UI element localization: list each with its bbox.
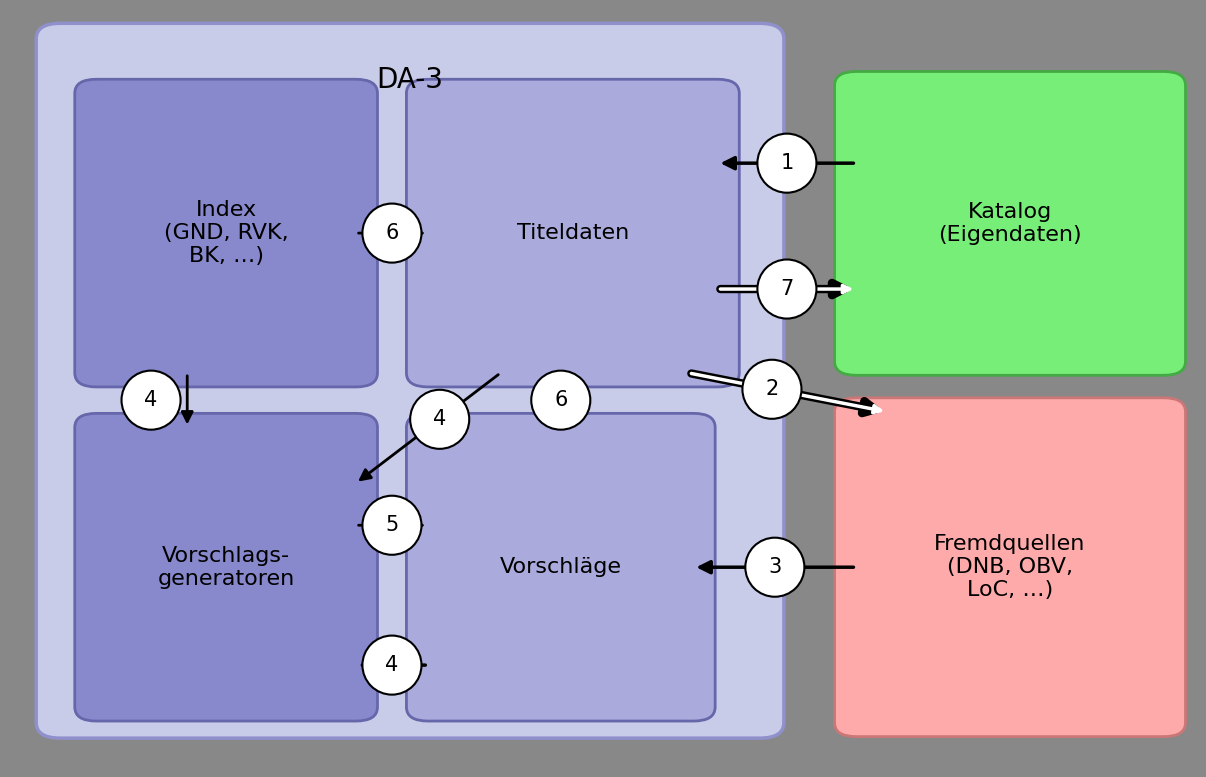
- Text: DA-3: DA-3: [376, 66, 444, 94]
- Ellipse shape: [743, 360, 802, 419]
- FancyBboxPatch shape: [406, 413, 715, 721]
- FancyBboxPatch shape: [835, 398, 1185, 737]
- Text: Fremdquellen
(DNB, OBV,
LoC, …): Fremdquellen (DNB, OBV, LoC, …): [935, 534, 1085, 601]
- Text: 6: 6: [554, 390, 568, 410]
- Ellipse shape: [363, 496, 421, 555]
- Ellipse shape: [363, 204, 421, 263]
- Text: Vorschläge: Vorschläge: [499, 557, 622, 577]
- Ellipse shape: [532, 371, 590, 430]
- Text: 5: 5: [386, 515, 398, 535]
- Text: 2: 2: [766, 379, 779, 399]
- Ellipse shape: [410, 390, 469, 449]
- FancyBboxPatch shape: [75, 413, 377, 721]
- Text: 1: 1: [780, 153, 794, 173]
- FancyBboxPatch shape: [75, 79, 377, 387]
- Text: Titeldaten: Titeldaten: [516, 223, 630, 243]
- Text: Katalog
(Eigendaten): Katalog (Eigendaten): [938, 202, 1082, 245]
- Text: 4: 4: [386, 655, 398, 675]
- Ellipse shape: [745, 538, 804, 597]
- Ellipse shape: [757, 260, 816, 319]
- FancyBboxPatch shape: [406, 79, 739, 387]
- Ellipse shape: [122, 371, 181, 430]
- Text: 4: 4: [433, 409, 446, 430]
- FancyBboxPatch shape: [835, 71, 1185, 375]
- Ellipse shape: [757, 134, 816, 193]
- Text: 6: 6: [385, 223, 399, 243]
- Text: 4: 4: [145, 390, 158, 410]
- Text: 3: 3: [768, 557, 781, 577]
- Ellipse shape: [363, 636, 421, 695]
- Text: Vorschlags-
generatoren: Vorschlags- generatoren: [158, 545, 294, 589]
- FancyBboxPatch shape: [36, 23, 784, 738]
- Text: Index
(GND, RVK,
BK, …): Index (GND, RVK, BK, …): [164, 200, 288, 267]
- Text: 7: 7: [780, 279, 794, 299]
